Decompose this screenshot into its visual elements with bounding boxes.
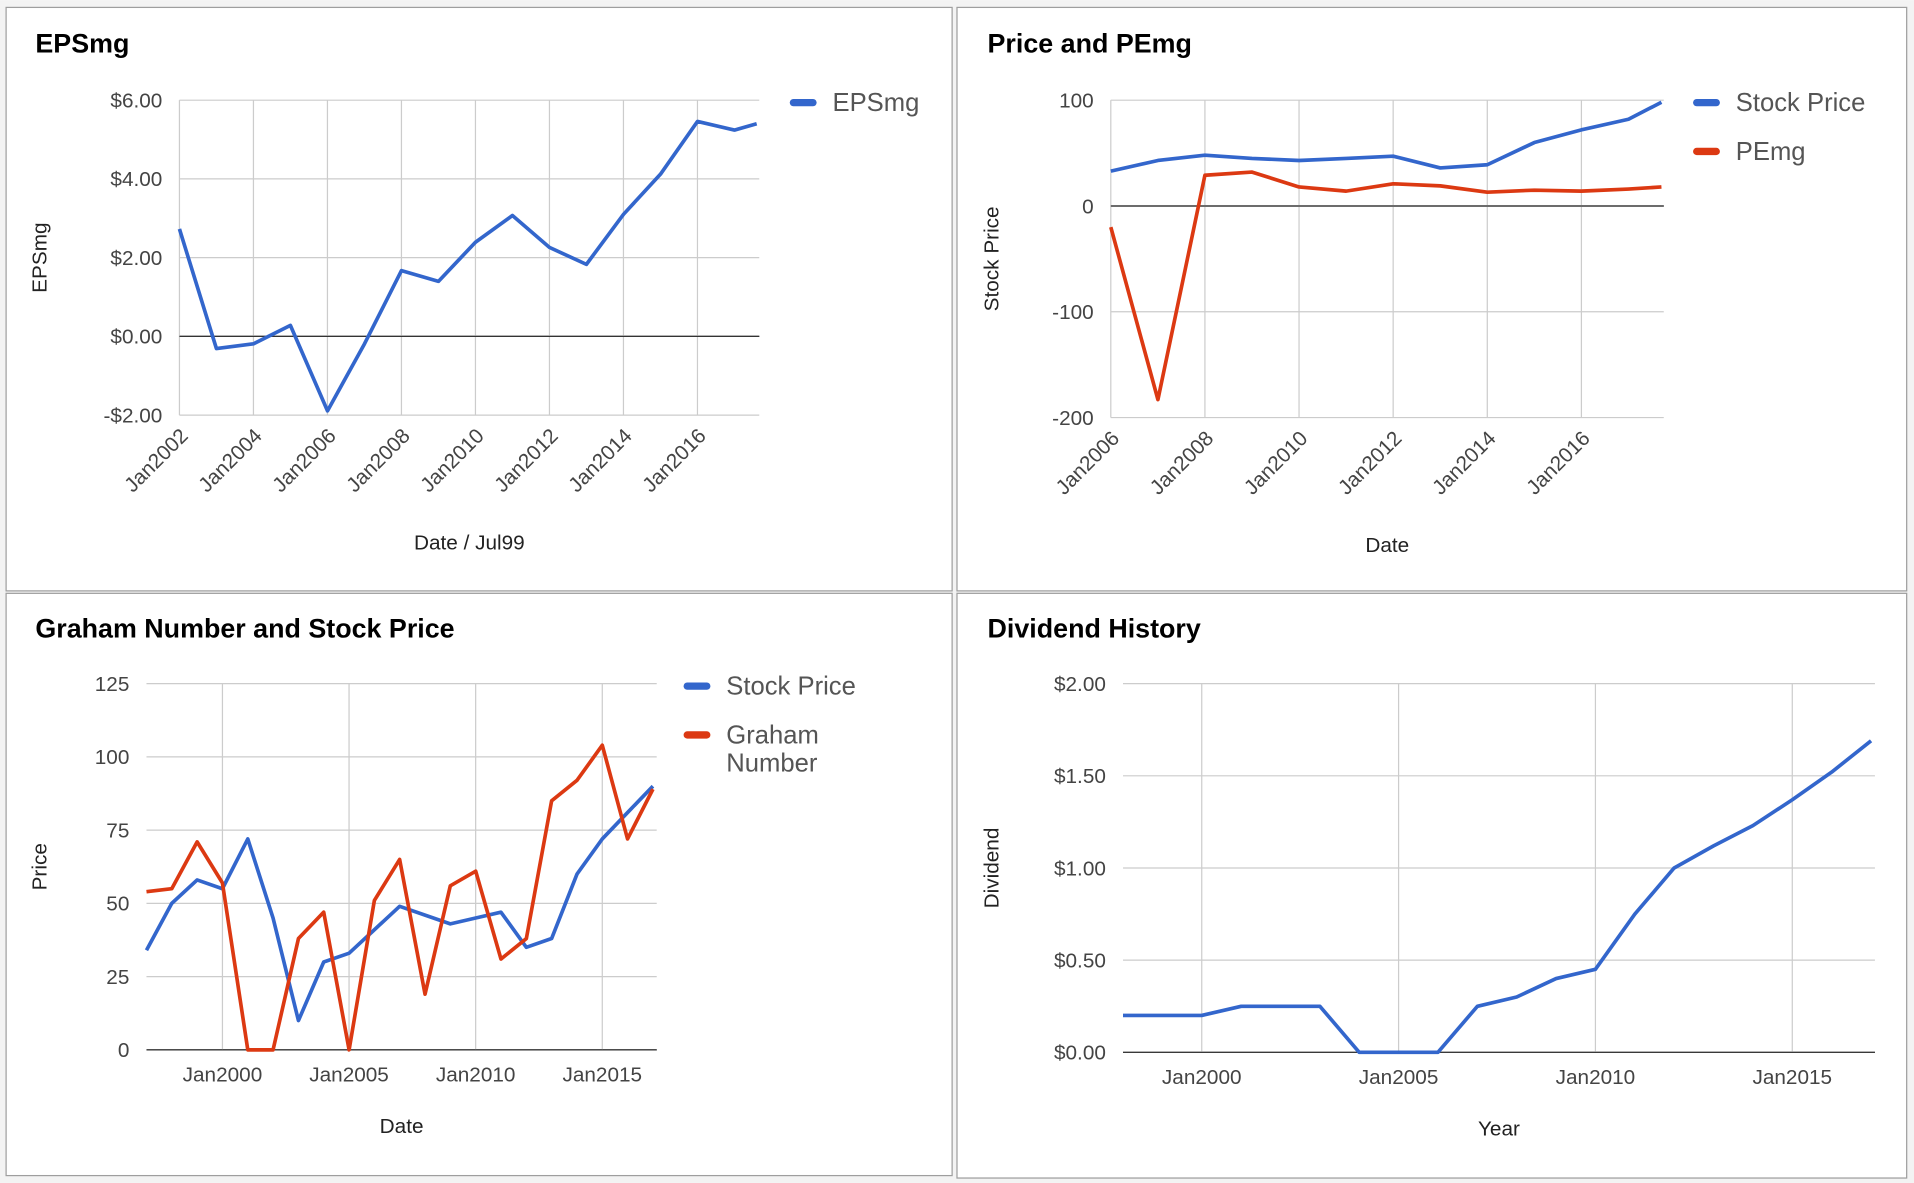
series-line	[1123, 739, 1873, 1055]
x-tick-label: Jan2005	[1359, 1066, 1439, 1089]
y-tick-label: $2.00	[110, 247, 162, 270]
x-tick-label: Jan2015	[562, 1064, 642, 1087]
y-tick-label: 125	[95, 673, 130, 696]
y-tick-label: -100	[1052, 301, 1094, 324]
y-tick-label: -200	[1052, 407, 1094, 430]
chart-title: Graham Number and Stock Price	[35, 613, 454, 643]
x-axis-label: Date	[380, 1115, 424, 1138]
legend-label: Graham Number	[726, 721, 826, 777]
legend-label: EPSmg	[832, 89, 919, 117]
y-tick-label: -$2.00	[104, 404, 163, 427]
x-tick-label: Jan2010	[436, 1064, 516, 1087]
y-tick-label: $6.00	[110, 90, 162, 113]
x-axis-label: Date	[1365, 534, 1409, 557]
y-tick-label: $0.00	[1054, 1042, 1106, 1065]
y-tick-label: $0.50	[1054, 949, 1106, 972]
x-tick-label: Jan2010	[1556, 1066, 1636, 1089]
y-tick-label: $1.00	[1054, 857, 1106, 880]
y-tick-label: 50	[106, 893, 129, 916]
y-axis-label: Price	[28, 843, 51, 890]
series-line	[177, 119, 758, 413]
y-axis-label: Stock Price	[981, 206, 1004, 311]
x-tick-label: Jan2000	[1162, 1066, 1242, 1089]
series-line	[1110, 100, 1663, 173]
y-tick-label: 100	[95, 746, 130, 769]
chart-title: Price and PEmg	[988, 29, 1192, 59]
legend-label: Stock Price	[726, 673, 856, 701]
y-tick-label: $2.00	[1054, 673, 1106, 696]
y-axis-label: Dividend	[981, 828, 1004, 909]
x-tick-label: Jan2015	[1752, 1066, 1832, 1089]
y-axis-label: EPSmg	[28, 222, 51, 292]
legend-label: Stock Price	[1736, 89, 1866, 117]
y-tick-label: 0	[118, 1039, 130, 1062]
y-tick-label: 0	[1082, 195, 1094, 218]
x-tick-label: Jan2000	[183, 1064, 263, 1087]
chart-title: EPSmg	[35, 29, 129, 59]
panel	[956, 6, 1908, 592]
y-tick-label: $0.00	[110, 326, 162, 349]
chart-title: Dividend History	[988, 613, 1201, 643]
series-line	[1109, 170, 1662, 402]
series-line	[144, 784, 655, 1023]
x-axis-label: Date / Jul99	[414, 531, 525, 554]
legend-label: PEmg	[1736, 138, 1806, 166]
panel	[956, 592, 1908, 1179]
y-tick-label: 25	[106, 966, 129, 989]
y-tick-label: $4.00	[110, 168, 162, 191]
y-tick-label: $1.50	[1054, 765, 1106, 788]
y-tick-label: 75	[106, 819, 129, 842]
x-axis-label: Year	[1478, 1117, 1520, 1140]
series-line	[146, 743, 655, 1052]
x-tick-label: Jan2005	[309, 1064, 389, 1087]
y-tick-label: 100	[1059, 90, 1094, 113]
